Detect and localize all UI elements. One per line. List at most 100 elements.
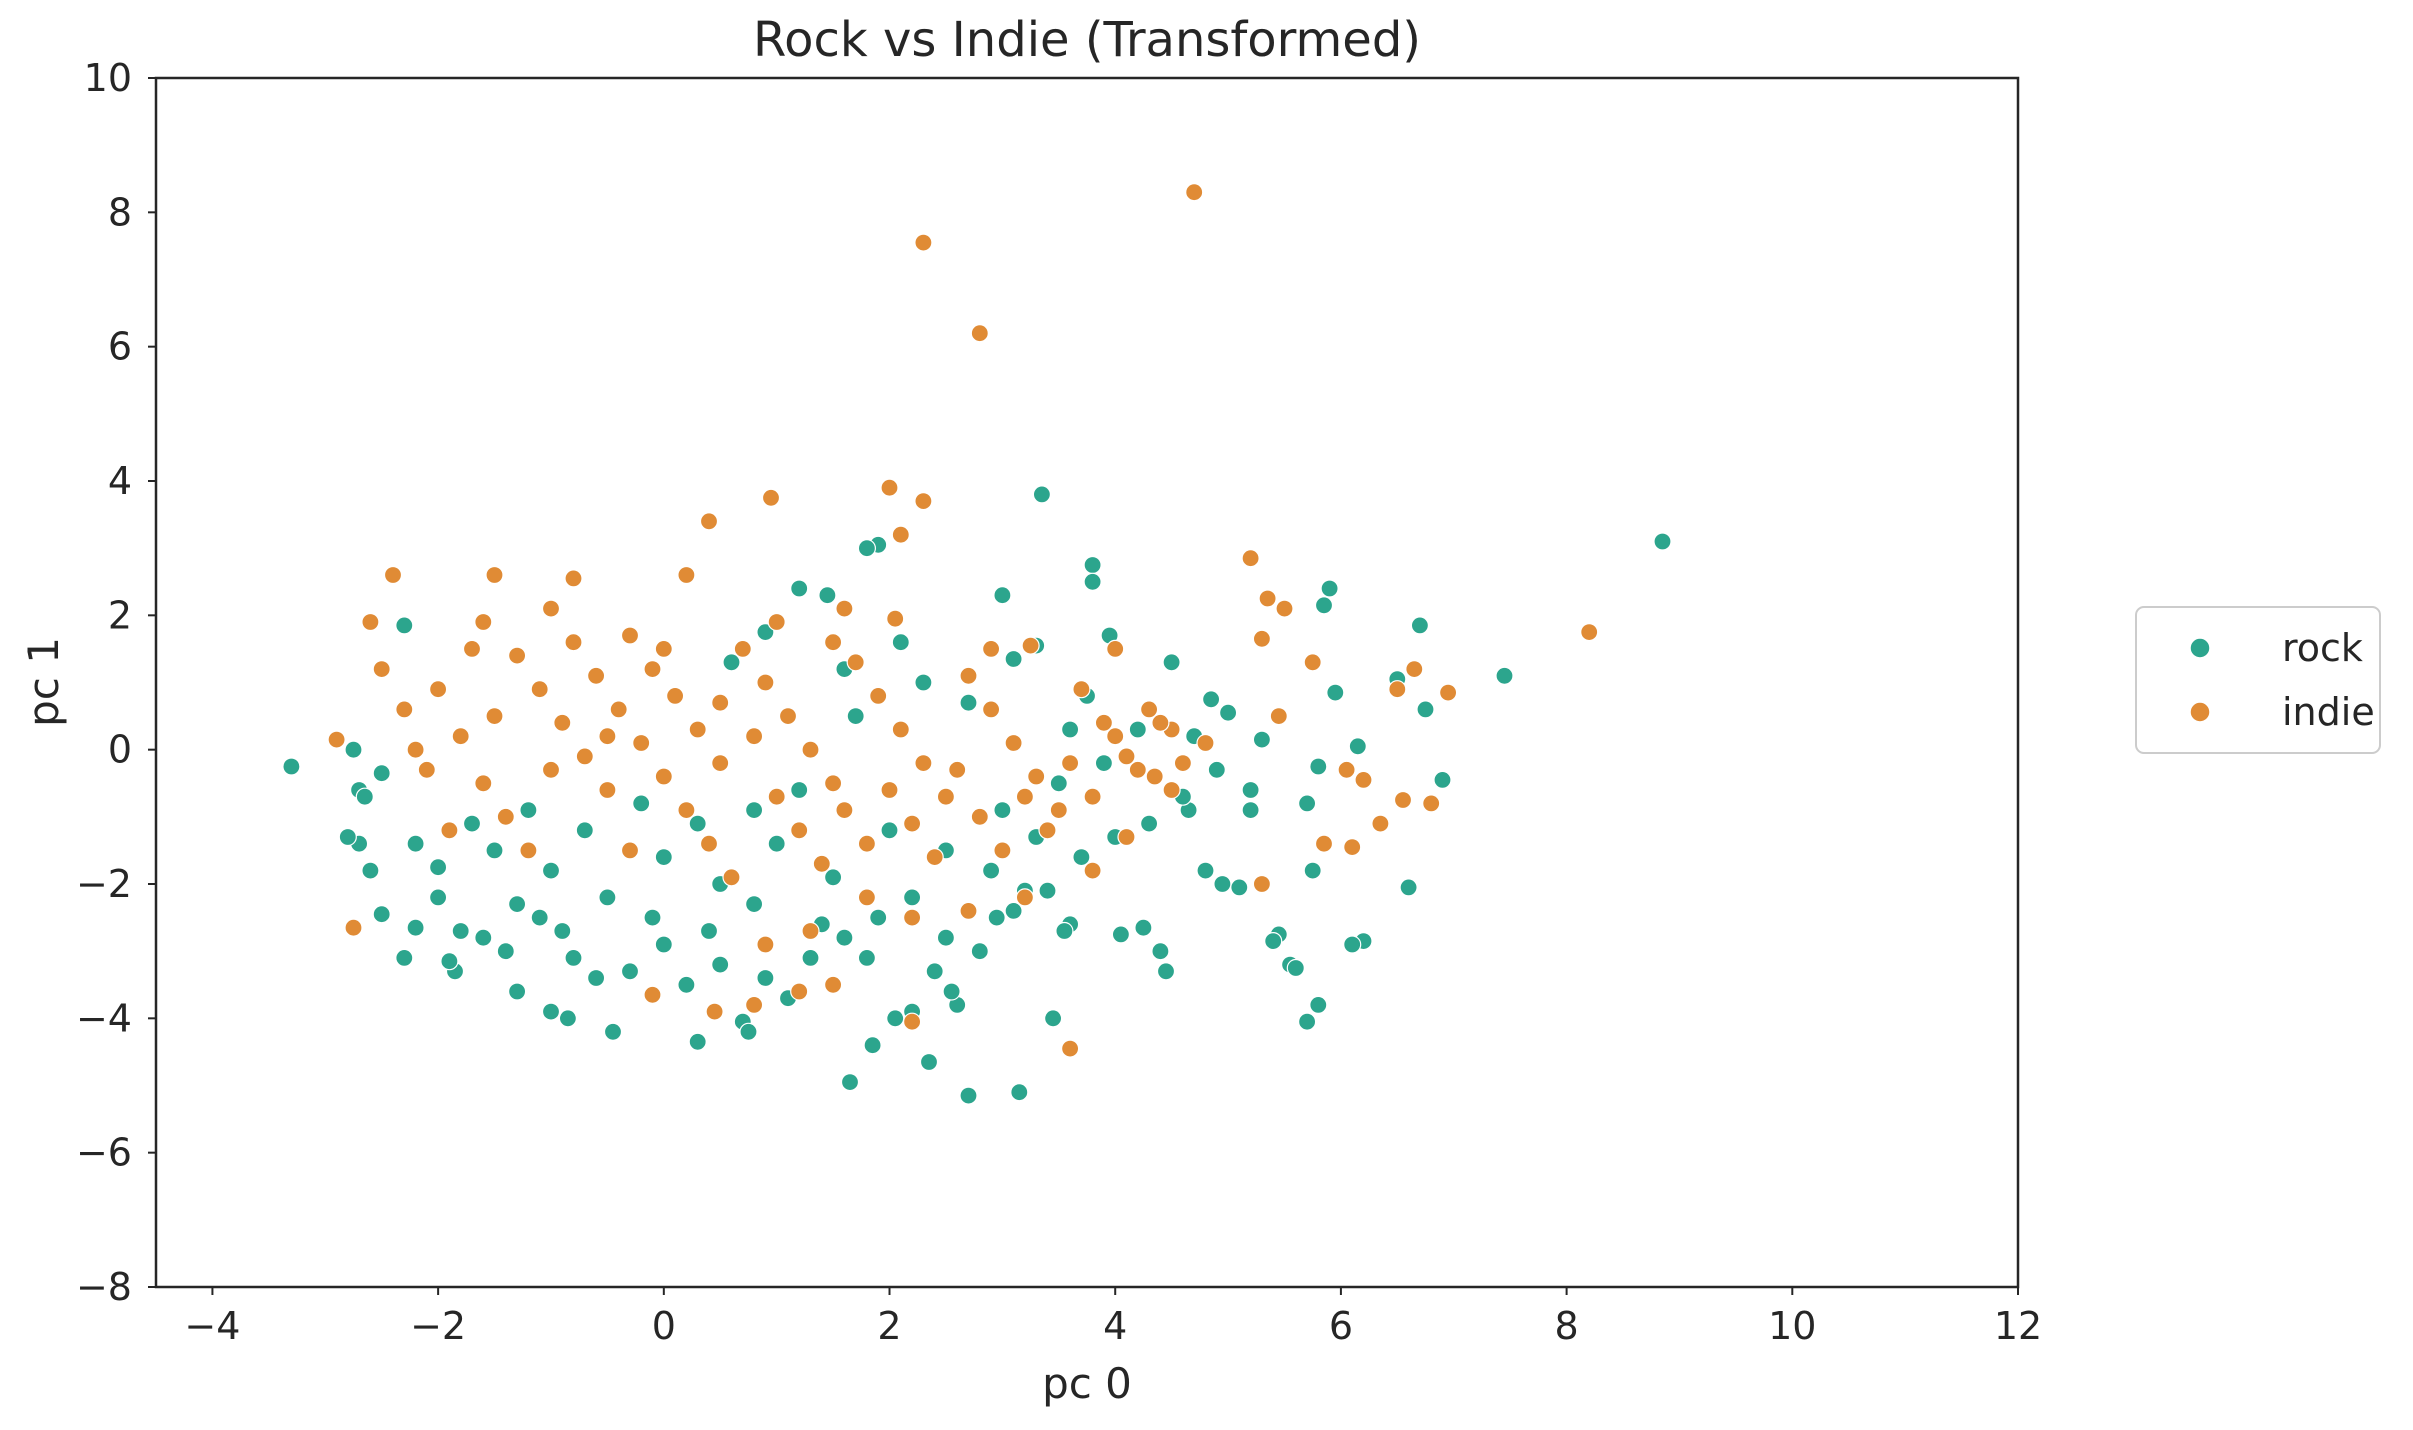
point-indie [541, 760, 561, 779]
point-indie [812, 854, 831, 873]
point-indie [1162, 780, 1181, 800]
point-indie [914, 753, 933, 773]
point-rock [1343, 935, 1362, 954]
point-indie [361, 612, 380, 632]
y-ticks: −8 −6 −4 −2 0 2 4 6 8 10 [76, 56, 156, 1309]
point-indie [1314, 834, 1334, 853]
point-rock [632, 794, 651, 813]
point-indie [1106, 639, 1125, 659]
point-indie [643, 985, 662, 1004]
point-rock [846, 706, 865, 726]
point-rock [1060, 720, 1080, 739]
point-rock [654, 935, 673, 954]
point-rock [541, 1002, 561, 1021]
point-rock [372, 764, 391, 783]
point-rock [1032, 485, 1052, 504]
point-rock [1495, 666, 1514, 685]
point-indie [1252, 874, 1272, 894]
point-rock [1055, 921, 1074, 941]
point-indie [1185, 183, 1204, 202]
point-indie [1371, 814, 1390, 833]
point-rock [519, 800, 538, 820]
point-rock [886, 1009, 905, 1028]
point-indie [575, 747, 594, 766]
point-indie [846, 653, 865, 672]
point-rock [1156, 962, 1176, 981]
point-indie [801, 740, 820, 759]
point-rock [1049, 774, 1068, 793]
point-rock [835, 928, 854, 947]
legend-label-indie: indie [2282, 690, 2375, 734]
point-rock [993, 586, 1012, 605]
point-rock [1653, 532, 1672, 551]
point-rock [440, 952, 459, 971]
point-indie [1388, 680, 1407, 699]
point-indie [886, 609, 905, 628]
point-rock [756, 622, 775, 642]
point-rock [1416, 700, 1435, 719]
point-indie [564, 569, 583, 588]
x-tick-label: −2 [410, 1304, 466, 1348]
point-indie [835, 599, 854, 618]
point-indie [344, 918, 363, 937]
point-indie [705, 1002, 724, 1021]
point-rock [558, 1009, 578, 1028]
point-indie [699, 512, 719, 531]
point-rock [801, 948, 820, 968]
point-indie [891, 525, 910, 544]
y-tick-label: −4 [76, 996, 132, 1040]
point-indie [564, 633, 583, 652]
legend-marker-indie [2189, 701, 2211, 723]
point-indie [474, 774, 493, 793]
point-rock [451, 921, 470, 941]
point-indie [1038, 821, 1057, 840]
point-rock [507, 982, 527, 1001]
point-indie [959, 666, 978, 685]
point-rock [1241, 780, 1260, 800]
point-rock [541, 861, 561, 880]
legend-label-rock: rock [2282, 626, 2363, 670]
point-rock [818, 586, 837, 605]
point-indie [823, 633, 843, 652]
x-axis-title: pc 0 [1042, 1359, 1132, 1408]
point-rock [586, 968, 606, 988]
point-rock [530, 908, 549, 927]
point-rock [1083, 555, 1102, 575]
point-rock [925, 962, 944, 981]
point-rock [1139, 814, 1159, 833]
point-indie [451, 727, 470, 746]
point-indie [598, 780, 617, 800]
point-rock [880, 821, 899, 840]
point-indie [790, 982, 809, 1001]
point-rock [1433, 770, 1452, 790]
y-tick-label: −2 [76, 862, 132, 906]
point-rock [1010, 1083, 1029, 1102]
point-indie [733, 639, 752, 659]
point-rock [1111, 925, 1131, 944]
point-indie [981, 639, 1001, 659]
point-indie [1083, 787, 1102, 806]
point-indie [643, 659, 662, 679]
point-rock [429, 888, 448, 907]
point-rock [1297, 794, 1317, 813]
point-rock [1213, 874, 1232, 894]
point-rock [406, 918, 425, 937]
point-rock [575, 821, 594, 840]
point-rock [756, 968, 775, 988]
y-tick-label: 8 [108, 190, 132, 234]
point-rock [1004, 649, 1023, 669]
point-rock [507, 894, 527, 914]
point-rock [1151, 942, 1170, 961]
point-rock [767, 834, 786, 853]
point-rock [1094, 753, 1114, 773]
point-indie [541, 599, 561, 618]
point-indie [507, 646, 527, 665]
point-indie [496, 807, 515, 826]
point-indie [530, 680, 549, 699]
point-indie [1393, 790, 1413, 810]
point-rock [603, 1022, 623, 1041]
point-indie [936, 787, 956, 806]
point-rock [919, 1052, 939, 1072]
point-indie [440, 821, 459, 840]
